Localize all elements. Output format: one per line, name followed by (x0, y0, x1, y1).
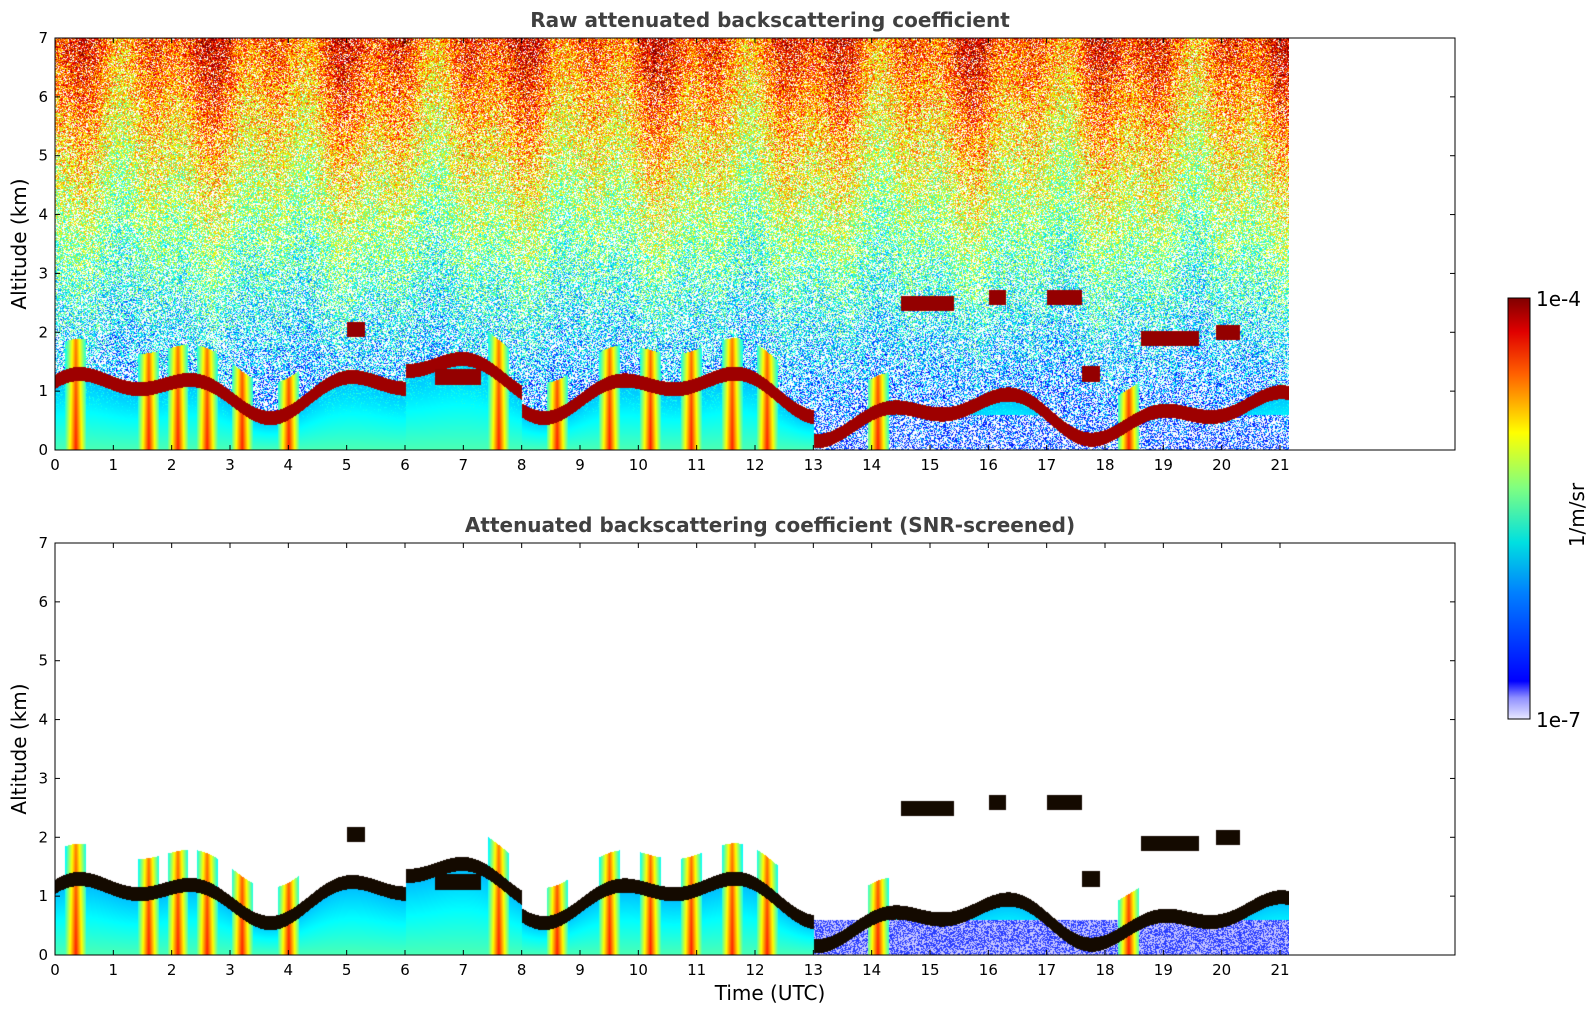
raw-backscatter-panel: Raw attenuated backscattering coefficien… (7, 8, 1456, 474)
x-tick-label: 16 (979, 961, 998, 979)
panel-title-screened: Attenuated backscattering coefficient (S… (465, 513, 1075, 537)
x-tick-label: 13 (804, 961, 823, 979)
x-tick-label: 6 (400, 456, 410, 474)
x-tick-label: 0 (50, 961, 60, 979)
x-axis-ticks-screened: 0 1 2 3 4 5 6 7 8 9 10 11 12 13 14 15 16 17 18 19 20 21 (50, 543, 1290, 979)
y-tick-label: 0 (38, 441, 48, 459)
y-tick-label: 2 (38, 828, 48, 846)
y-tick-label: 2 (38, 323, 48, 341)
x-tick-label: 9 (575, 961, 585, 979)
x-tick-label: 17 (1037, 456, 1056, 474)
x-axis-ticks-raw: 0 1 2 3 4 5 6 7 8 9 10 11 12 13 14 15 16 17 18 19 20 21 (50, 38, 1290, 474)
x-tick-label: 20 (1212, 456, 1231, 474)
x-tick-label: 4 (284, 456, 294, 474)
y-tick-label: 5 (38, 147, 48, 165)
x-tick-label: 18 (1095, 961, 1114, 979)
x-tick-label: 12 (745, 456, 764, 474)
x-tick-label: 7 (459, 961, 469, 979)
y-tick-label: 1 (38, 887, 48, 905)
x-axis-label: Time (UTC) (714, 981, 826, 1005)
x-tick-label: 11 (687, 961, 706, 979)
x-tick-label: 7 (459, 456, 469, 474)
x-tick-label: 18 (1095, 456, 1114, 474)
y-axis-ticks-raw: 0 1 2 3 4 5 6 7 (38, 29, 1455, 459)
colorbar-min-label: 1e-7 (1536, 708, 1581, 732)
y-tick-label: 0 (38, 946, 48, 964)
heatmap-raster (55, 38, 1289, 450)
x-tick-label: 8 (517, 456, 527, 474)
y-tick-label: 5 (38, 652, 48, 670)
heatmap-raster (55, 543, 1289, 955)
x-tick-label: 15 (920, 961, 939, 979)
x-tick-label: 2 (167, 456, 177, 474)
x-tick-label: 21 (1270, 961, 1289, 979)
colorbar-gradient (1507, 297, 1531, 720)
y-axis-label-raw: Altitude (km) (7, 178, 31, 309)
x-tick-label: 0 (50, 456, 60, 474)
x-tick-label: 4 (284, 961, 294, 979)
x-tick-label: 12 (745, 961, 764, 979)
x-tick-label: 9 (575, 456, 585, 474)
x-tick-label: 14 (862, 456, 881, 474)
x-tick-label: 21 (1270, 456, 1289, 474)
x-tick-label: 1 (109, 456, 119, 474)
y-tick-label: 7 (38, 534, 48, 552)
y-tick-label: 4 (38, 711, 48, 729)
y-tick-label: 7 (38, 29, 48, 47)
y-axis-ticks-screened: 0 1 2 3 4 5 6 7 (38, 534, 1455, 964)
x-tick-label: 2 (167, 961, 177, 979)
x-tick-label: 6 (400, 961, 410, 979)
x-tick-label: 16 (979, 456, 998, 474)
x-tick-label: 3 (225, 961, 235, 979)
x-tick-label: 3 (225, 456, 235, 474)
y-tick-label: 6 (38, 593, 48, 611)
x-tick-label: 1 (109, 961, 119, 979)
heatmap-image-screened (55, 543, 1289, 955)
x-tick-label: 15 (920, 456, 939, 474)
heatmap-image-raw (55, 38, 1289, 450)
y-axis-label-screened: Altitude (km) (7, 683, 31, 814)
x-tick-label: 10 (629, 961, 648, 979)
colorbar: 1e-4 1e-7 1/m/sr (1507, 287, 1589, 732)
colorbar-unit-label: 1/m/sr (1565, 482, 1589, 547)
x-tick-label: 10 (629, 456, 648, 474)
y-tick-label: 4 (38, 206, 48, 224)
y-tick-label: 6 (38, 88, 48, 106)
y-tick-label: 1 (38, 382, 48, 400)
x-tick-label: 20 (1212, 961, 1231, 979)
x-tick-label: 13 (804, 456, 823, 474)
x-tick-label: 5 (342, 961, 352, 979)
x-tick-label: 11 (687, 456, 706, 474)
x-tick-label: 19 (1154, 961, 1173, 979)
colorbar-max-label: 1e-4 (1536, 287, 1581, 311)
x-tick-label: 5 (342, 456, 352, 474)
screened-backscatter-panel: Attenuated backscattering coefficient (S… (7, 513, 1456, 1005)
panel-title-raw: Raw attenuated backscattering coefficien… (530, 8, 1010, 32)
x-tick-label: 17 (1037, 961, 1056, 979)
x-tick-label: 14 (862, 961, 881, 979)
y-tick-label: 3 (38, 769, 48, 787)
x-tick-label: 8 (517, 961, 527, 979)
y-tick-label: 3 (38, 264, 48, 282)
x-tick-label: 19 (1154, 456, 1173, 474)
